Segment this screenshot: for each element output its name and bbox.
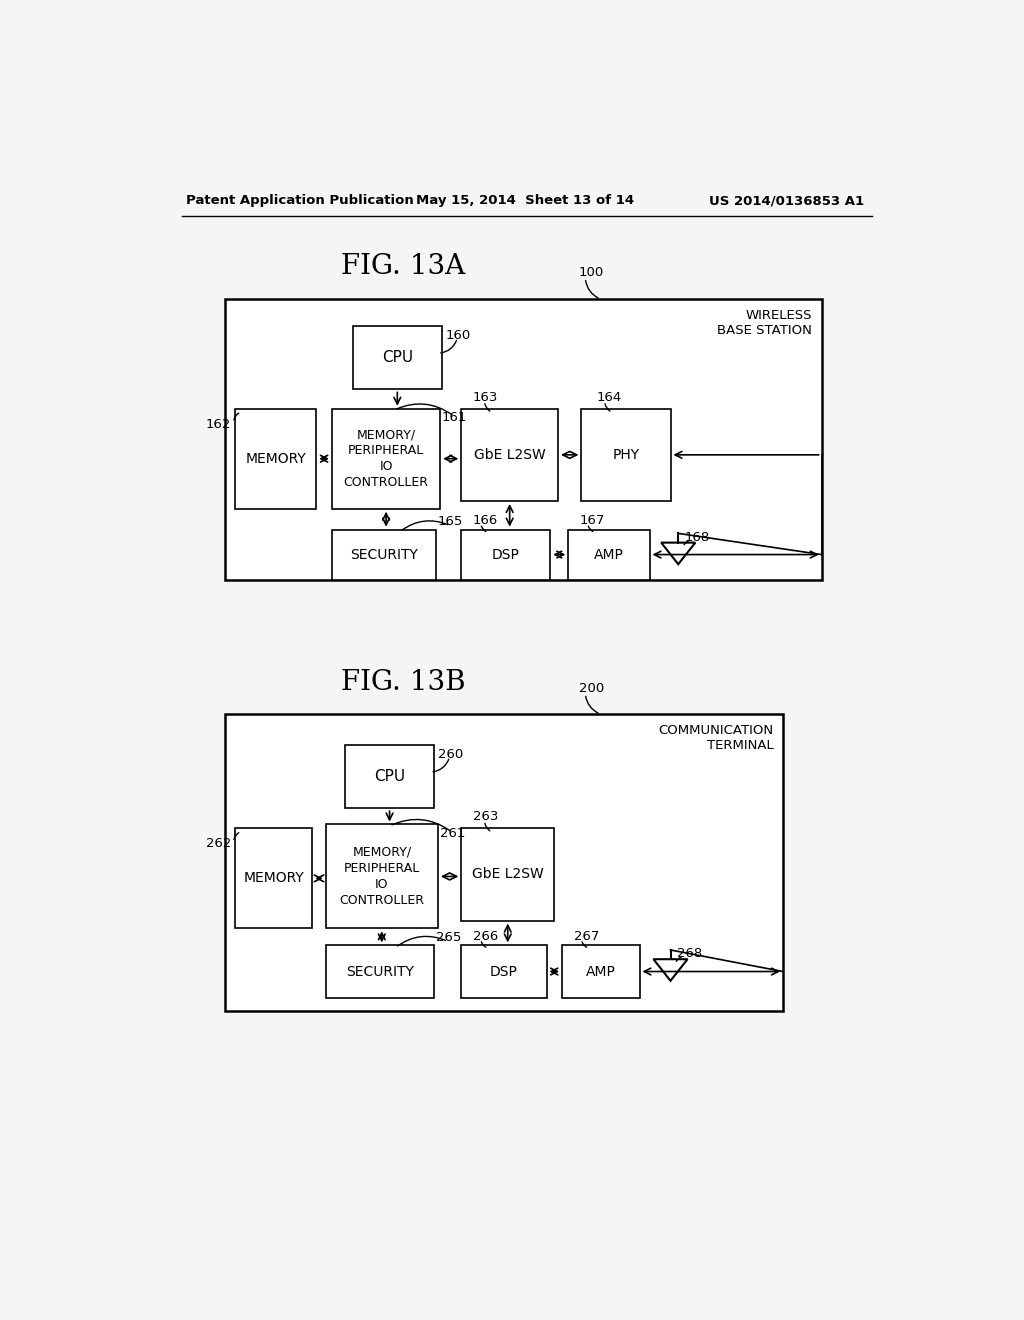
Text: 165: 165 bbox=[438, 515, 464, 528]
Bar bbox=[234, 409, 316, 508]
Text: CPU: CPU bbox=[382, 350, 413, 366]
Bar bbox=[461, 829, 554, 921]
Text: May 15, 2014  Sheet 13 of 14: May 15, 2014 Sheet 13 of 14 bbox=[416, 194, 634, 207]
Text: SECURITY: SECURITY bbox=[346, 965, 414, 978]
Bar bbox=[352, 326, 442, 389]
Text: 265: 265 bbox=[435, 931, 461, 944]
Text: 263: 263 bbox=[473, 810, 499, 824]
Text: GbE L2SW: GbE L2SW bbox=[472, 867, 544, 882]
Text: 100: 100 bbox=[579, 265, 604, 279]
Text: 266: 266 bbox=[473, 929, 498, 942]
Bar bbox=[461, 945, 547, 998]
Text: 163: 163 bbox=[473, 391, 499, 404]
Text: 267: 267 bbox=[573, 929, 599, 942]
Bar bbox=[461, 529, 550, 579]
Text: SECURITY: SECURITY bbox=[350, 548, 418, 561]
Text: FIG. 13B: FIG. 13B bbox=[341, 668, 466, 696]
Text: PHY: PHY bbox=[612, 447, 640, 462]
Text: 200: 200 bbox=[579, 681, 604, 694]
Text: AMP: AMP bbox=[594, 548, 624, 561]
Text: COMMUNICATION
TERMINAL: COMMUNICATION TERMINAL bbox=[658, 723, 773, 751]
Bar bbox=[332, 409, 440, 508]
Bar bbox=[562, 945, 640, 998]
Text: 166: 166 bbox=[473, 513, 498, 527]
Bar bbox=[345, 744, 434, 808]
Bar bbox=[225, 714, 783, 1011]
Bar bbox=[225, 300, 821, 581]
Text: DSP: DSP bbox=[492, 548, 520, 561]
Text: WIRELESS
BASE STATION: WIRELESS BASE STATION bbox=[718, 309, 812, 337]
Text: Patent Application Publication: Patent Application Publication bbox=[186, 194, 414, 207]
Text: 268: 268 bbox=[677, 948, 701, 961]
Bar bbox=[582, 409, 671, 502]
Text: 167: 167 bbox=[580, 513, 605, 527]
Text: CPU: CPU bbox=[374, 770, 406, 784]
Text: 164: 164 bbox=[597, 391, 623, 404]
Text: US 2014/0136853 A1: US 2014/0136853 A1 bbox=[710, 194, 864, 207]
Text: 160: 160 bbox=[445, 329, 471, 342]
Text: AMP: AMP bbox=[586, 965, 615, 978]
Text: MEMORY: MEMORY bbox=[246, 451, 306, 466]
Text: 168: 168 bbox=[684, 531, 710, 544]
Text: 260: 260 bbox=[438, 748, 463, 760]
Bar bbox=[326, 945, 434, 998]
Text: MEMORY/
PERIPHERAL
IO
CONTROLLER: MEMORY/ PERIPHERAL IO CONTROLLER bbox=[339, 846, 424, 907]
Text: 262: 262 bbox=[206, 837, 231, 850]
Bar bbox=[326, 825, 438, 928]
Text: MEMORY: MEMORY bbox=[244, 871, 304, 886]
Text: MEMORY/
PERIPHERAL
IO
CONTROLLER: MEMORY/ PERIPHERAL IO CONTROLLER bbox=[344, 428, 429, 490]
Bar bbox=[332, 529, 436, 579]
Text: 261: 261 bbox=[439, 828, 465, 841]
Bar bbox=[234, 829, 312, 928]
Bar bbox=[568, 529, 649, 579]
Text: 162: 162 bbox=[206, 417, 231, 430]
Text: GbE L2SW: GbE L2SW bbox=[474, 447, 546, 462]
Text: FIG. 13A: FIG. 13A bbox=[341, 252, 465, 280]
Text: DSP: DSP bbox=[489, 965, 518, 978]
Text: 161: 161 bbox=[442, 412, 467, 425]
Bar bbox=[461, 409, 558, 502]
